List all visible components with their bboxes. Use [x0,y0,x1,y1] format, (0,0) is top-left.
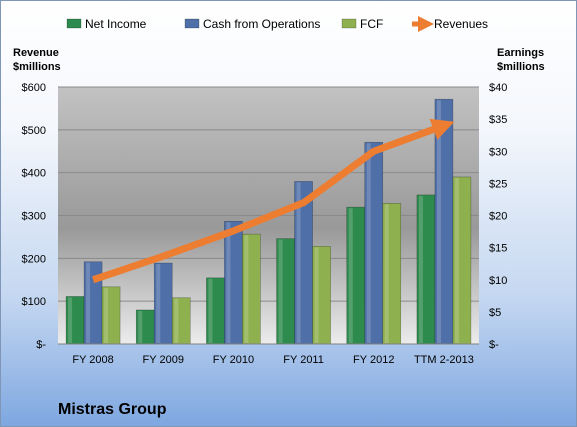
right-tick-label: $20 [489,211,507,223]
bar-highlight [244,235,249,343]
bar-highlight [436,100,441,344]
left-tick-label: $600 [22,82,46,94]
left-tick-label: $100 [22,296,46,308]
right-tick-label: $15 [489,243,507,255]
right-tick-label: $10 [489,275,507,287]
bar-highlight [296,182,301,343]
category-label: TTM 2-2013 [414,354,474,366]
bar-highlight [278,239,283,343]
left-axis-title-line2: $millions [13,61,61,73]
bar-highlight [174,298,179,343]
right-tick-label: $- [489,339,499,351]
right-tick-label: $25 [489,178,507,190]
bar-highlight [348,208,353,343]
legend: Net Income Cash from Operations FCF Revenue… [66,15,488,33]
legend-label-cash-from-operations: Cash from Operations [203,17,320,31]
bar-highlight [454,177,459,343]
category-label: FY 2012 [353,354,394,366]
bar-highlight [138,310,143,343]
left-tick-label: $200 [22,253,46,265]
bar-highlight [314,247,319,343]
bar-highlight [366,143,371,343]
legend-label-net-income: Net Income [85,17,147,31]
bar-highlight [156,264,161,343]
bar-highlight [104,287,109,343]
left-tick-label: $400 [22,168,46,180]
legend-label-revenues: Revenues [434,17,488,31]
category-label: FY 2010 [213,354,254,366]
bar-highlight [384,204,389,343]
right-tick-label: $5 [489,307,501,319]
left-tick-label: $- [36,339,46,351]
right-axis-title-line2: $millions [497,61,545,73]
right-tick-label: $30 [489,146,507,158]
chart-title: Mistras Group [58,401,167,418]
left-tick-label: $500 [22,125,46,137]
bar-highlight [68,297,73,343]
revenue-series-line [91,118,455,284]
bar-highlight [86,262,91,343]
category-label: FY 2008 [72,354,113,366]
axes: $- $100 $200 $300 $400 $500 $600 $- $5 $10 $15 $20 $… [22,82,508,366]
revenue-line [91,118,455,284]
category-label: FY 2009 [143,354,184,366]
left-tick-label: $300 [22,211,46,223]
bar-highlight [226,222,231,343]
right-axis-title-line1: Earnings [497,47,544,59]
right-tick-label: $40 [489,82,507,94]
bar-highlight [208,278,213,343]
legend-label-fcf: FCF [360,17,383,31]
bar-highlight [418,195,423,343]
right-tick-label: $35 [489,114,507,126]
legend-swatch-fcf [341,18,357,29]
legend-swatch-cash-from-operations [184,18,200,29]
left-axis-title-line1: Revenue [13,47,59,59]
category-label: FY 2011 [283,354,324,366]
legend-swatch-net-income [66,18,82,29]
